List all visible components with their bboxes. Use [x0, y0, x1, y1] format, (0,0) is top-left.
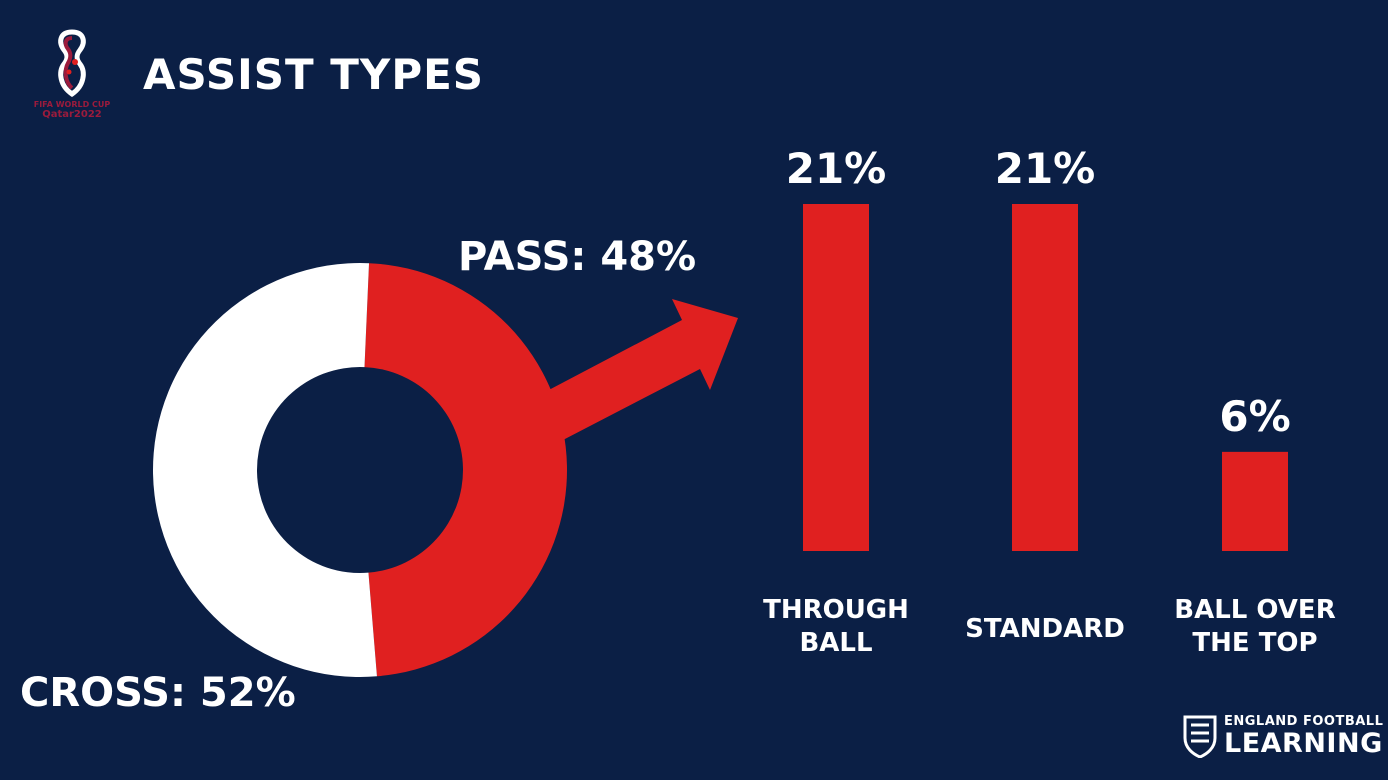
bar-chart [803, 204, 1288, 551]
arrow-icon [545, 299, 738, 440]
bar [803, 204, 869, 551]
donut-slice-cross [153, 263, 377, 677]
bar-value-label: 6% [1219, 392, 1291, 441]
bar-category-label: STANDARD [965, 614, 1125, 644]
logo-text-line2: Qatar2022 [42, 109, 102, 120]
bar [1012, 204, 1078, 551]
bar-value-label: 21% [785, 144, 887, 193]
slice-label-pass: PASS: 48% [458, 234, 697, 280]
bar [1222, 451, 1288, 551]
brand-line2: LEARNING [1224, 728, 1383, 759]
brand-logo: ENGLAND FOOTBALL LEARNING [1182, 712, 1383, 760]
page-title: ASSIST TYPES [143, 50, 485, 99]
arrow-connector [545, 299, 738, 440]
donut-chart [153, 263, 568, 677]
donut-slice-pass [364, 263, 568, 677]
brand-line1: ENGLAND FOOTBALL [1224, 714, 1384, 729]
logo-text-line1: FIFA WORLD CUP [33, 100, 111, 109]
three-lions-icon [1183, 715, 1217, 758]
bar-category-label: THROUGH BALL [763, 595, 909, 658]
bar-category-label: BALL OVER THE TOP [1174, 595, 1336, 658]
world-cup-emblem-icon [58, 29, 86, 98]
world-cup-logo: FIFA WORLD CUP Qatar2022 [24, 28, 120, 124]
bar-value-label: 21% [994, 144, 1096, 193]
slice-label-cross: CROSS: 52% [20, 670, 296, 716]
